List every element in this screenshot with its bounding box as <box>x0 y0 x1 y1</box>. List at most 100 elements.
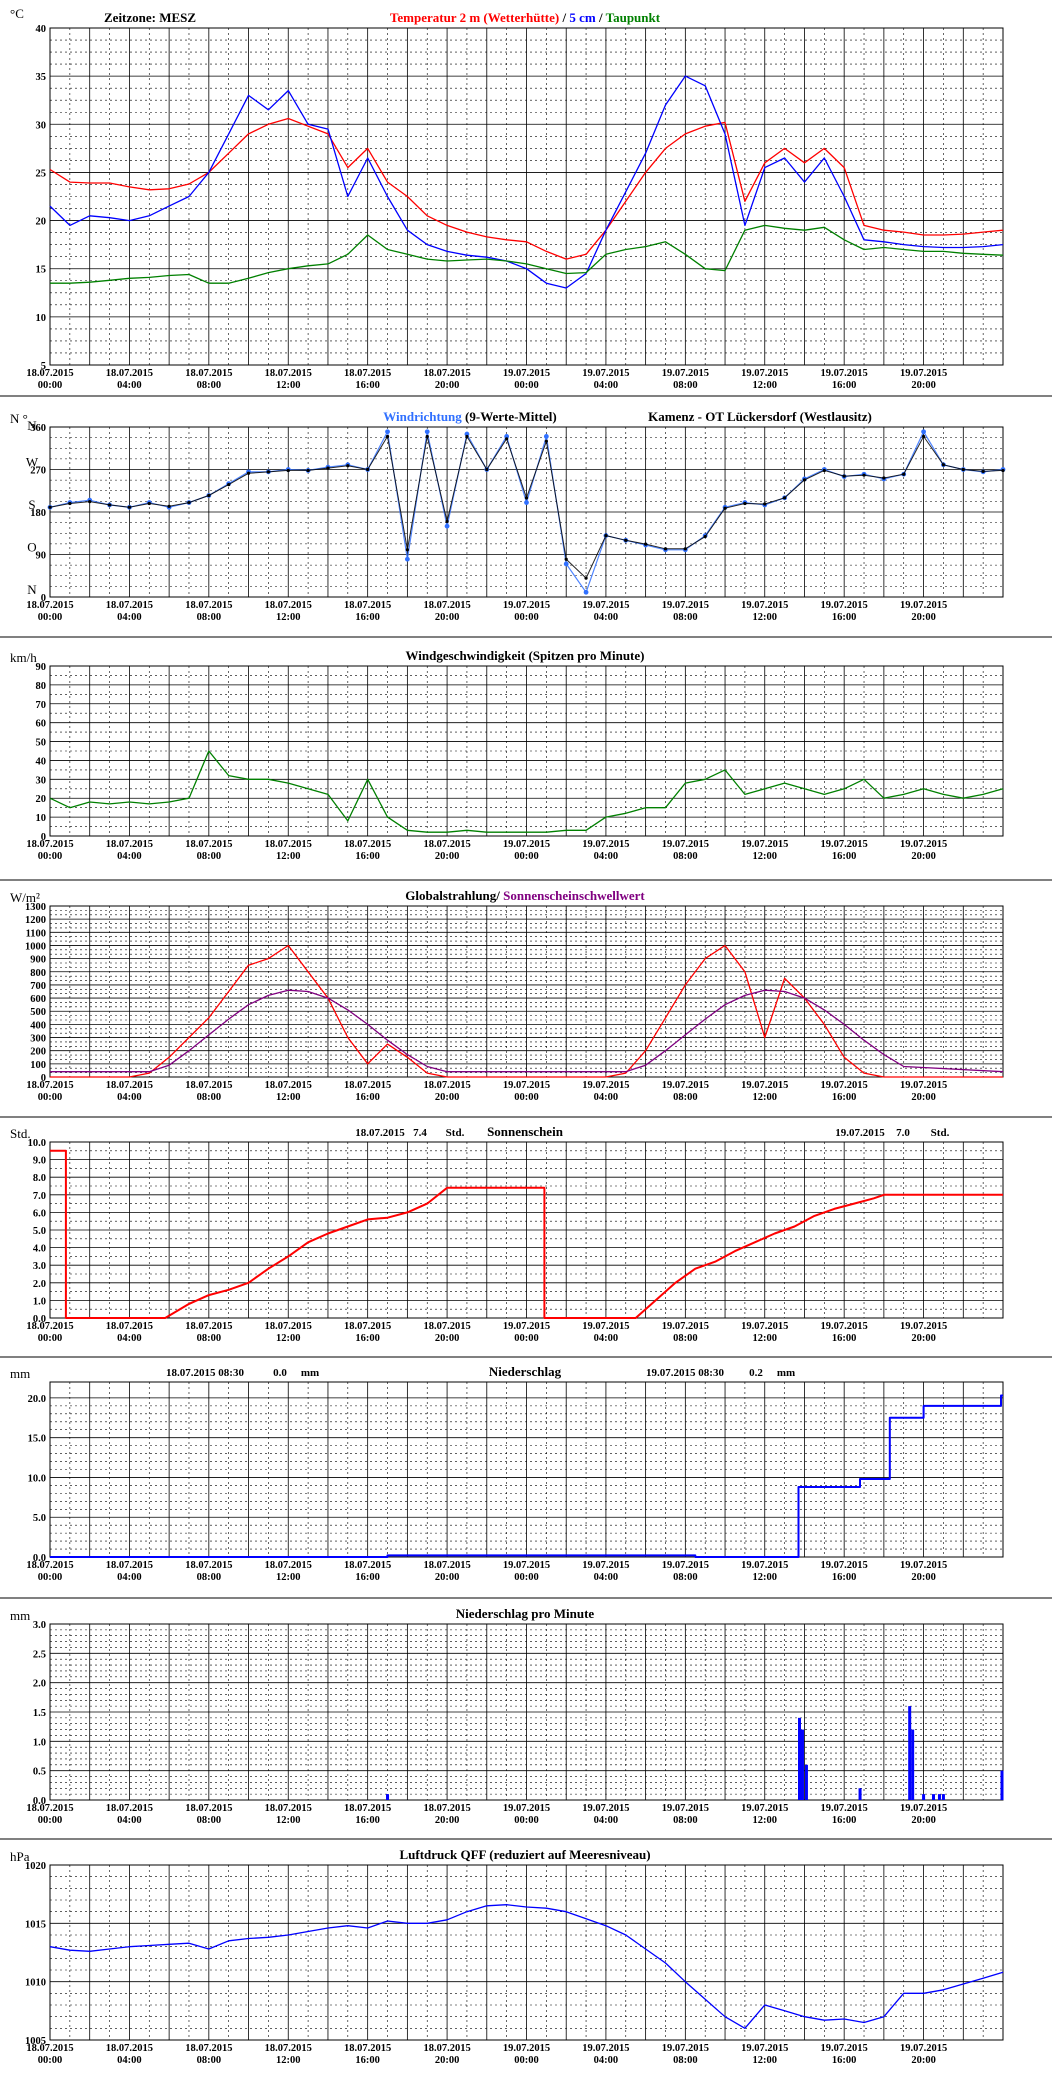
y-tick-label: 400 <box>30 1020 46 1031</box>
bar-mark <box>797 1717 801 1800</box>
x-tick-date: 18.07.2015 <box>344 839 391 850</box>
y-tick-label: 60 <box>36 719 47 730</box>
x-tick-time: 16:00 <box>832 1092 857 1103</box>
bar-mark <box>800 1729 804 1800</box>
title-part: Sonnenscheinschwellwert <box>503 888 645 903</box>
x-tick-date: 18.07.2015 <box>265 1803 312 1814</box>
x-tick-time: 08:00 <box>673 1333 698 1344</box>
y-tick-label: 3.0 <box>33 1620 46 1631</box>
plot-frame <box>49 1864 1004 2041</box>
x-tick-date: 19.07.2015 <box>821 839 868 850</box>
grid <box>49 665 1004 837</box>
x-tick-date: 18.07.2015 <box>265 600 312 611</box>
x-tick-date: 19.07.2015 <box>503 1803 550 1814</box>
x-tick-time: 12:00 <box>276 1815 301 1826</box>
x-tick-time: 20:00 <box>911 851 936 862</box>
y-unit-label: °C <box>10 6 24 21</box>
x-tick-date: 18.07.2015 <box>265 839 312 850</box>
chart-title: Niederschlag <box>489 1364 562 1379</box>
x-tick-time: 04:00 <box>117 1815 142 1826</box>
x-tick-date: 18.07.2015 <box>185 1080 232 1091</box>
x-tick-date: 18.07.2015 <box>344 2043 391 2054</box>
data-layer <box>50 1394 1003 1558</box>
y-tick-label: 7.0 <box>33 1191 46 1202</box>
x-tick-time: 04:00 <box>117 380 142 391</box>
x-tick-date: 19.07.2015 <box>582 368 629 379</box>
x-tick-date: 19.07.2015 <box>900 1560 947 1571</box>
y-unit-label: N ° <box>10 411 28 426</box>
x-tick-date: 19.07.2015 <box>503 1560 550 1571</box>
x-tick-time: 00:00 <box>514 1333 539 1344</box>
x-tick-date: 18.07.2015 <box>26 1560 73 1571</box>
series-9-werte-mittel <box>49 434 1004 579</box>
x-tick-time: 12:00 <box>753 1092 778 1103</box>
x-tick-time: 04:00 <box>117 2055 142 2066</box>
x-tick-time: 16:00 <box>355 380 380 391</box>
title-part: Sonnenschein <box>487 1124 564 1139</box>
x-tick-time: 00:00 <box>38 1815 63 1826</box>
x-tick-date: 18.07.2015 <box>106 839 153 850</box>
y-tick-label: 0 <box>41 1073 46 1084</box>
chart-panel-6: 0.05.010.015.020.0mm18.07.201500:0018.07… <box>10 1364 1004 1583</box>
x-tick-date: 18.07.2015 <box>423 368 470 379</box>
y-tick-label: 2.0 <box>33 1279 46 1290</box>
x-tick-date: 19.07.2015 <box>582 1321 629 1332</box>
x-tick-date: 19.07.2015 <box>821 368 868 379</box>
x-tick-time: 08:00 <box>197 1572 222 1583</box>
x-tick-date: 18.07.2015 <box>106 368 153 379</box>
x-tick-date: 19.07.2015 <box>821 600 868 611</box>
x-tick-date: 18.07.2015 <box>185 368 232 379</box>
x-tick-time: 08:00 <box>673 2055 698 2066</box>
y-tick-label: 1100 <box>26 928 46 939</box>
x-tick-time: 12:00 <box>276 612 301 623</box>
x-tick-time: 08:00 <box>197 1815 222 1826</box>
plot-frame <box>49 1623 1004 1801</box>
x-tick-date: 19.07.2015 <box>821 1803 868 1814</box>
x-tick-date: 18.07.2015 <box>26 839 73 850</box>
x-tick-date: 19.07.2015 <box>582 1803 629 1814</box>
x-tick-time: 16:00 <box>355 851 380 862</box>
grid <box>49 1623 1004 1801</box>
y-tick-label: 10 <box>36 313 47 324</box>
x-tick-time: 00:00 <box>38 851 63 862</box>
x-tick-time: 08:00 <box>197 612 222 623</box>
y-tick-label: 40 <box>36 756 47 767</box>
x-tick-date: 19.07.2015 <box>662 839 709 850</box>
x-tick-time: 04:00 <box>594 851 619 862</box>
x-tick-date: 19.07.2015 <box>821 1560 868 1571</box>
annotation-unit: Std. <box>446 1127 465 1139</box>
annotation-value: 7.4 <box>413 1127 427 1139</box>
x-tick-time: 04:00 <box>117 1092 142 1103</box>
data-layer <box>49 750 1004 833</box>
annotation-unit: mm <box>301 1367 319 1379</box>
x-tick-time: 00:00 <box>514 1092 539 1103</box>
station-name: Kamenz - OT Lückersdorf (Westlausitz) <box>648 409 872 424</box>
x-tick-time: 12:00 <box>276 1333 301 1344</box>
y-tick-label: 1010 <box>25 1978 46 1989</box>
y-tick-label: 800 <box>30 968 46 979</box>
x-tick-date: 18.07.2015 <box>26 600 73 611</box>
x-tick-date: 19.07.2015 <box>582 839 629 850</box>
chart-panel-5: 0.01.02.03.04.05.06.07.08.09.010.0Std.18… <box>10 1124 1004 1344</box>
chart-panel-7: 0.00.51.01.52.02.53.0mm18.07.201500:0018… <box>10 1606 1004 1826</box>
title-part: Taupunkt <box>606 10 661 25</box>
x-tick-date: 19.07.2015 <box>900 1080 947 1091</box>
grid <box>49 1864 1004 2041</box>
x-tick-time: 04:00 <box>117 1572 142 1583</box>
y-tick-label: 200 <box>30 1047 46 1058</box>
x-tick-time: 00:00 <box>514 1572 539 1583</box>
chart-title: Temperatur 2 m (Wetterhütte) / 5 cm / Ta… <box>390 10 661 25</box>
x-tick-date: 18.07.2015 <box>344 1560 391 1571</box>
x-tick-time: 00:00 <box>38 2055 63 2066</box>
x-tick-date: 18.07.2015 <box>265 1560 312 1571</box>
x-tick-time: 12:00 <box>753 1572 778 1583</box>
data-layer <box>386 1706 1004 1800</box>
x-tick-date: 19.07.2015 <box>900 368 947 379</box>
x-tick-time: 16:00 <box>355 1333 380 1344</box>
x-tick-date: 18.07.2015 <box>265 1080 312 1091</box>
x-tick-date: 18.07.2015 <box>26 1321 73 1332</box>
bar-mark <box>932 1794 936 1800</box>
x-tick-date: 18.07.2015 <box>185 1321 232 1332</box>
y-tick-label: 10 <box>36 813 47 824</box>
